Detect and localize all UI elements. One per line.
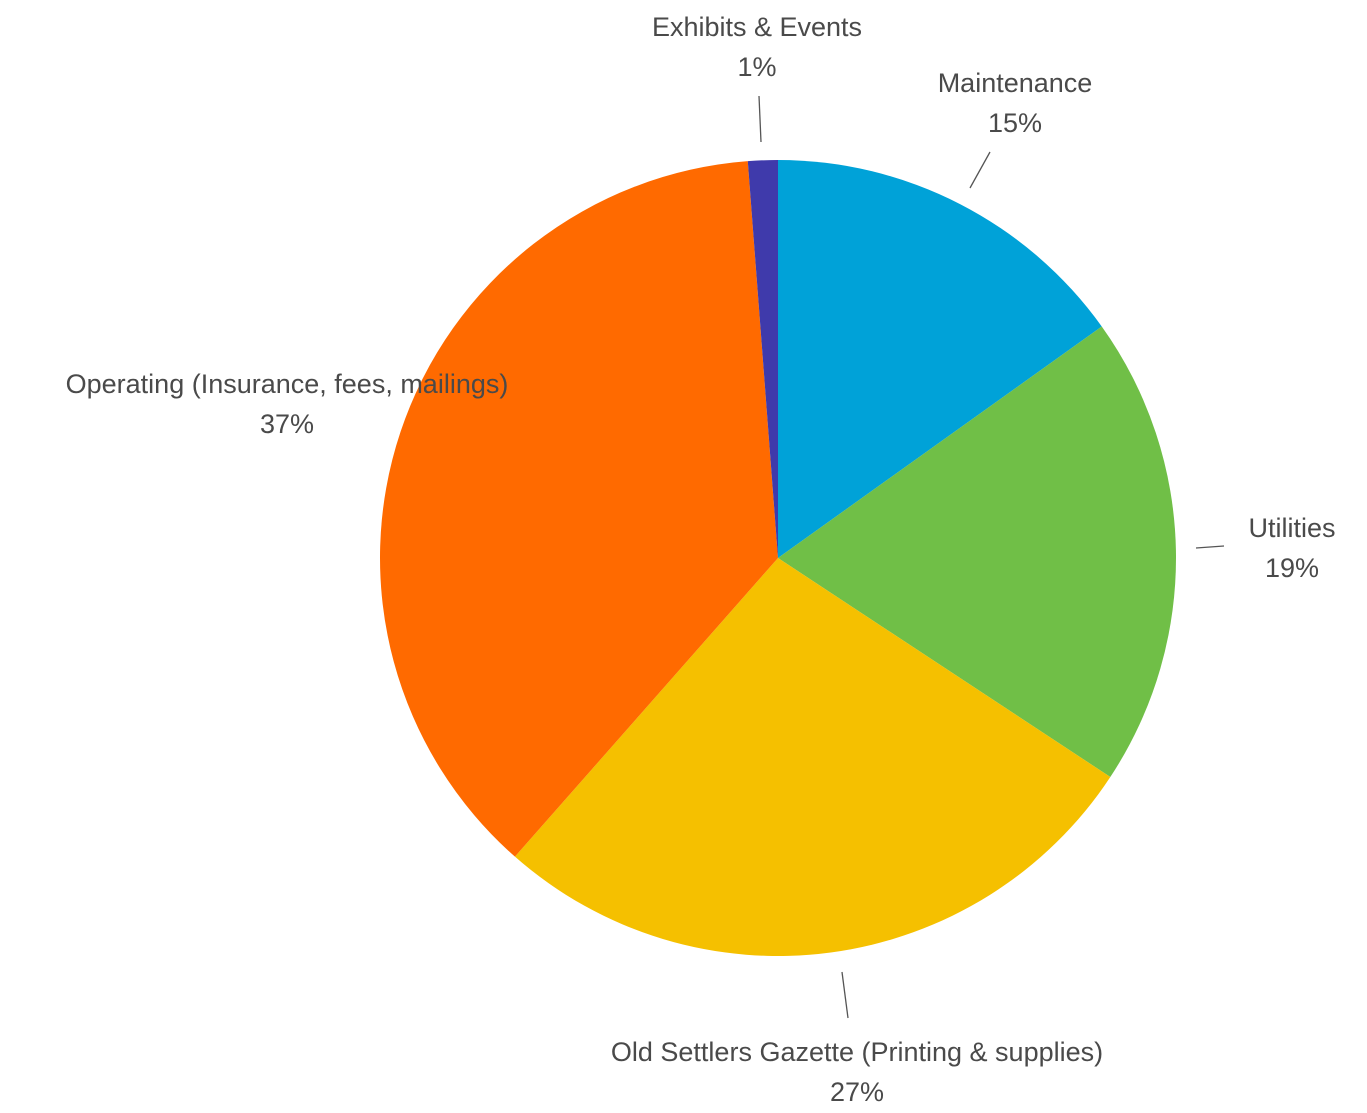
leader-line-utilities [1195, 545, 1225, 549]
slice-label-old-settlers-gazette-printing-supplies: Old Settlers Gazette (Printing & supplie… [611, 1037, 1103, 1067]
slice-label-operating-insurance-fees-mailings: Operating (Insurance, fees, mailings) [66, 369, 509, 399]
slice-label-utilities: Utilities [1248, 513, 1335, 543]
pie-slice-exhibits-events [747, 160, 778, 558]
pie-slice-operating-insurance-fees-mailings [379, 161, 778, 857]
slice-percent-exhibits-events: 1% [737, 52, 776, 82]
slice-label-maintenance: Maintenance [938, 68, 1093, 98]
slice-percent-maintenance: 15% [988, 108, 1042, 138]
slice-percent-utilities: 19% [1265, 553, 1319, 583]
leader-lines [758, 95, 1225, 1019]
slice-percent-old-settlers-gazette-printing-supplies: 27% [830, 1077, 884, 1107]
slice-percent-operating-insurance-fees-mailings: 37% [260, 409, 314, 439]
slice-labels: Maintenance 15% Utilities 19% Old Settlers G… [66, 12, 1336, 1107]
leader-line-exhibits-events [758, 95, 762, 143]
pie-slice-utilities [778, 326, 1176, 778]
pie-slice-maintenance [778, 160, 1102, 558]
leader-line-old-settlers-gazette-printing-supplies [841, 971, 849, 1019]
leader-line-maintenance [969, 151, 991, 189]
pie-slice-old-settlers-gazette-printing-supplies [514, 558, 1111, 956]
pie-slices [379, 160, 1176, 956]
slice-label-exhibits-events: Exhibits & Events [652, 12, 862, 42]
